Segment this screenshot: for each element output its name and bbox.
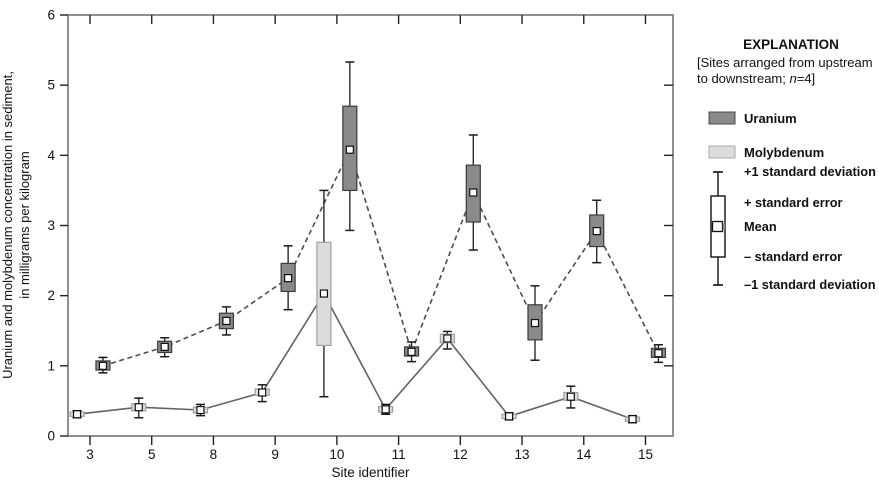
legend-key-label-sd-low: –1 standard deviation bbox=[744, 277, 876, 292]
legend-item-label-uranium: Uranium bbox=[744, 111, 797, 126]
x-axis-title: Site identifier bbox=[331, 465, 410, 480]
molybdenum-boxplot-site-13 bbox=[501, 412, 517, 421]
uranium-mean-line bbox=[102, 147, 660, 367]
uranium-boxplot-site-3 bbox=[95, 356, 111, 374]
plot-border bbox=[67, 14, 674, 437]
molybdenum-boxplot-site-8 bbox=[192, 403, 209, 417]
uranium-boxplot-site-8 bbox=[218, 306, 235, 336]
molybdenum-boxplot-site-5 bbox=[131, 397, 147, 419]
uranium-boxplot-site-10 bbox=[342, 61, 358, 232]
mean-marker bbox=[196, 405, 205, 415]
y-axis-tick-label: 1 bbox=[47, 358, 55, 373]
molybdenum-boxplot-site-11 bbox=[378, 403, 394, 415]
mean-marker bbox=[134, 403, 143, 412]
y-axis-tick-label: 5 bbox=[47, 78, 55, 93]
legend-note-line1: [Sites arranged from upstream bbox=[697, 55, 873, 70]
y-axis-title-line1: Uranium and molybdenum concentration in … bbox=[0, 71, 15, 379]
mean-marker bbox=[566, 392, 575, 401]
mean-marker bbox=[258, 388, 267, 397]
y-axis-tick-label: 6 bbox=[47, 8, 55, 23]
x-axis-tick-label: 15 bbox=[638, 447, 653, 462]
mean-marker bbox=[98, 361, 108, 370]
x-axis-tick-label: 12 bbox=[453, 447, 468, 462]
uranium-boxplot-site-12 bbox=[465, 134, 481, 251]
mean-marker bbox=[345, 145, 354, 154]
molybdenum-boxplot-site-12 bbox=[439, 330, 455, 350]
mean-marker bbox=[381, 405, 390, 414]
molybdenum-boxplot-site-10 bbox=[316, 189, 332, 398]
x-axis-tick-label: 3 bbox=[86, 447, 94, 462]
legend-key-label-sd-high: +1 standard deviation bbox=[744, 164, 876, 179]
legend-title: EXPLANATION bbox=[743, 37, 839, 52]
molybdenum-boxplot-site-9 bbox=[254, 384, 270, 403]
uranium-boxplot-site-11 bbox=[403, 341, 420, 363]
uranium-boxplot-site-5 bbox=[157, 337, 173, 358]
mean-marker bbox=[407, 347, 416, 356]
mean-marker bbox=[284, 274, 293, 283]
legend-key-label-se-low: – standard error bbox=[744, 249, 842, 264]
molybdenum-mean-line bbox=[76, 292, 633, 420]
legend-key-mean-square bbox=[711, 220, 724, 233]
legend-key-mean-notch bbox=[722, 223, 725, 230]
mean-marker bbox=[160, 342, 169, 351]
y-axis-tick-label: 2 bbox=[47, 288, 55, 303]
molybdenum-boxplot-site-3 bbox=[69, 409, 85, 419]
x-axis-tick-label: 13 bbox=[515, 447, 530, 462]
molybdenum-boxplot-site-14 bbox=[563, 385, 579, 409]
legend-item-label-molybdenum: Molybdenum bbox=[744, 145, 824, 160]
mean-marker bbox=[530, 318, 540, 328]
x-axis-tick-label: 9 bbox=[271, 447, 279, 462]
uranium-boxplot-site-15 bbox=[650, 344, 667, 364]
mean-marker bbox=[72, 410, 82, 419]
mean-marker bbox=[469, 188, 478, 197]
x-axis-tick-label: 8 bbox=[210, 447, 218, 462]
legend-key-label-mean: Mean bbox=[744, 219, 777, 234]
mean-marker bbox=[443, 334, 452, 343]
x-axis-tick-label: 5 bbox=[148, 447, 156, 462]
x-axis-tick-label: 11 bbox=[392, 447, 406, 462]
mean-marker bbox=[654, 349, 663, 358]
mean-marker bbox=[592, 227, 601, 236]
legend-key-label-se-high: + standard error bbox=[744, 195, 843, 210]
legend-swatch-uranium bbox=[708, 111, 736, 125]
legend-note-line2: to downstream; n=4] bbox=[697, 71, 815, 86]
mean-marker bbox=[504, 412, 514, 421]
molybdenum-boxplot-site-15 bbox=[624, 414, 641, 424]
uranium-boxplot-site-13 bbox=[527, 285, 543, 361]
y-axis-title-line2: in milligrams per kilogram bbox=[17, 151, 32, 298]
uranium-boxplot-site-14 bbox=[589, 199, 605, 264]
y-axis-tick-label: 0 bbox=[47, 429, 55, 444]
uranium-boxplot-site-9 bbox=[280, 245, 296, 311]
x-axis-tick-label: 14 bbox=[576, 447, 592, 462]
legend-swatch-molybdenum bbox=[708, 145, 736, 159]
mean-marker bbox=[319, 289, 329, 298]
mean-marker bbox=[628, 415, 637, 424]
y-axis-tick-label: 3 bbox=[47, 218, 55, 233]
mean-marker bbox=[222, 316, 231, 326]
x-axis-tick-label: 10 bbox=[329, 447, 344, 462]
y-axis-tick-label: 4 bbox=[47, 148, 55, 163]
